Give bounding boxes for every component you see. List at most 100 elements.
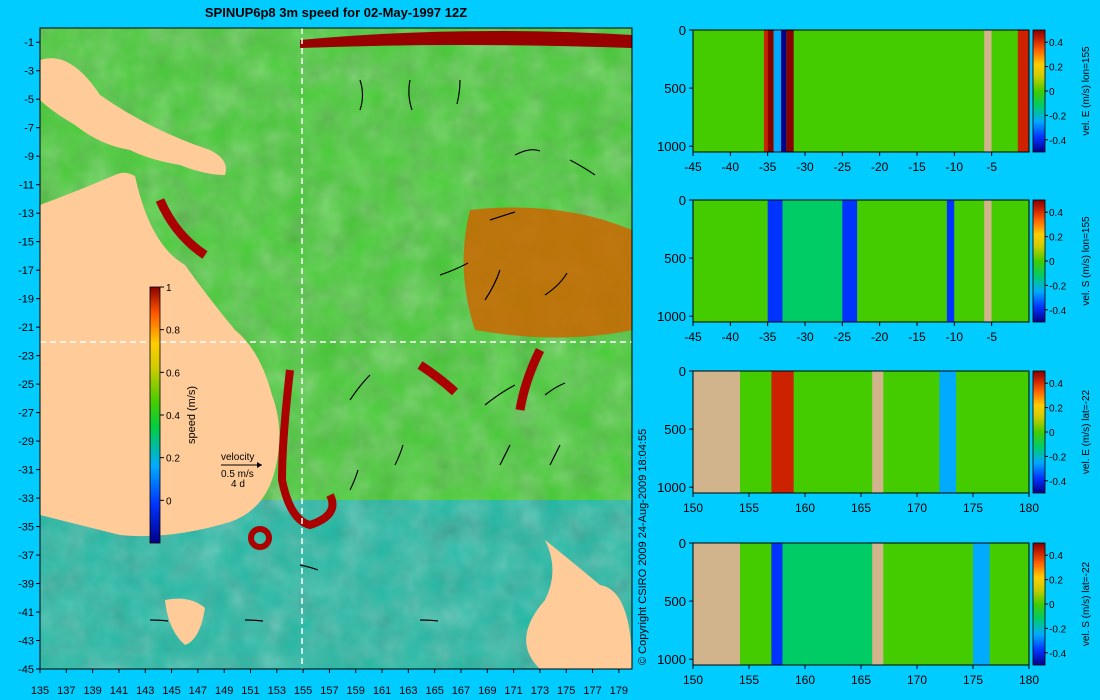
section-x-tick-label: -45 — [684, 330, 702, 344]
map-y-tick-label: -39 — [18, 579, 34, 591]
section-velocity-band — [786, 30, 794, 152]
speed-colorbar-tick-label: 0.4 — [166, 411, 180, 422]
section-x-tick-label: -20 — [871, 160, 889, 174]
section-velocity-band — [767, 200, 783, 322]
section-velocity-band — [883, 543, 973, 665]
map-y-tick-label: -1 — [24, 37, 34, 49]
coral-sea-high-speed-region — [463, 207, 632, 338]
speed-colorbar-gradient — [150, 287, 160, 543]
section-colorbar-tick-label: 0.2 — [1049, 576, 1063, 587]
section-colorbar-tick-label: 0 — [1049, 428, 1055, 439]
section-velocity-band — [991, 200, 1029, 322]
map-y-tick-label: -37 — [18, 550, 34, 562]
section-frame — [692, 199, 1030, 323]
section-x-tick-label: -15 — [908, 330, 926, 344]
section-masked-column — [984, 200, 992, 322]
section-velocity-band — [956, 371, 1029, 493]
section-velocity-band — [969, 30, 985, 152]
section-x-tick-label: -30 — [796, 330, 814, 344]
map-x-tick-label: 157 — [320, 685, 338, 697]
section-velocity-band — [771, 543, 783, 665]
section-x-tick-label: -35 — [759, 330, 777, 344]
section-velocity-band — [842, 200, 858, 322]
section-x-tick-label: 175 — [963, 673, 983, 687]
map-x-ticks: 135 137 139 141 143 145 147 149 151 153 155 157 159 1… — [31, 669, 628, 697]
section-colorbar-tick-label: -0.2 — [1049, 281, 1067, 292]
section-colorbar-label: vel. S (m/s) lon=155 — [1081, 216, 1092, 306]
speed-colorbar-tick-label: 1 — [166, 283, 172, 294]
section-y-tick-label: 0 — [679, 23, 686, 38]
map-x-tick-label: 169 — [478, 685, 496, 697]
map-x-tick-label: 145 — [162, 685, 180, 697]
section-colorbar-tick-label: 0.4 — [1049, 379, 1063, 390]
velocity-legend-speed: 0.5 m/s — [221, 469, 254, 480]
map-x-tick-label: 177 — [583, 685, 601, 697]
section-x-tick-label: 160 — [795, 501, 815, 515]
map-x-tick-label: 167 — [452, 685, 470, 697]
map-y-tick-label: -19 — [18, 294, 34, 306]
section-y-tick-label: 500 — [664, 422, 686, 437]
section-x-tick-label: -45 — [684, 160, 702, 174]
section-x-tick-label: -10 — [946, 330, 964, 344]
map-y-tick-label: -43 — [18, 636, 34, 648]
section-x-tick-label: -10 — [946, 160, 964, 174]
velocity-legend-arrowhead — [257, 462, 262, 468]
speed-colorbar-tick-label: 0 — [166, 496, 172, 507]
section-velocity-band — [773, 30, 782, 152]
velocity-legend-title: velocity — [221, 452, 254, 463]
new-zealand-land — [526, 540, 632, 669]
speed-colorbar: 0 0.2 0.4 0.6 0.8 1 speed (m/s) — [149, 283, 198, 544]
section-velocity-band — [782, 200, 843, 322]
section-colorbar-tick-label: 0 — [1049, 600, 1055, 611]
section-colorbar-tick-label: -0.2 — [1049, 624, 1067, 635]
section-x-tick-label: 155 — [739, 501, 759, 515]
section-y-tick-label: 0 — [679, 364, 686, 379]
section-x-tick-label: -5 — [986, 160, 997, 174]
map-y-tick-label: -35 — [18, 522, 34, 534]
east-australian-current — [277, 369, 337, 530]
section-velocity-band — [793, 30, 970, 152]
section-velocity-band — [793, 371, 873, 493]
speed-colorbar-label: speed (m/s) — [186, 386, 198, 444]
equatorial-jet — [300, 31, 632, 48]
section-colorbar — [1032, 29, 1046, 153]
section-velocity-band — [740, 371, 772, 493]
section-panels: -45 -40 -35 -30 -25 -20 -15 -10 -5 0 500 1000 0.4 0.2… — [657, 23, 1092, 687]
section-velocity-band — [763, 30, 768, 152]
map-x-tick-label: 155 — [294, 685, 312, 697]
section-x-tick-label: 165 — [851, 501, 871, 515]
speed-map-panel: SPINUP6p8 3m speed for 02-May-1997 12Z — [18, 5, 633, 697]
section-velocity-band — [857, 200, 947, 322]
section-y-tick-label: 500 — [664, 81, 686, 96]
map-x-tick-label: 171 — [504, 685, 522, 697]
section-velocity-band — [782, 543, 873, 665]
map-x-tick-label: 159 — [347, 685, 365, 697]
section-x-tick-label: 160 — [795, 673, 815, 687]
section-x-tick-label: 165 — [851, 673, 871, 687]
section-velocity-band — [767, 30, 774, 152]
section-x-tick-label: -15 — [908, 160, 926, 174]
section-velocity-band — [991, 30, 1018, 152]
section-colorbar-tick-label: 0.4 — [1049, 208, 1063, 219]
map-y-tick-label: -29 — [18, 436, 34, 448]
section-colorbar-tick-label: 0.4 — [1049, 38, 1063, 49]
section-colorbar-label: vel. E (m/s) lat=-22 — [1081, 389, 1092, 474]
new-guinea-land — [40, 58, 226, 175]
section-colorbar-tick-label: 0.2 — [1049, 63, 1063, 74]
section-frame — [692, 29, 1030, 153]
section-velocity-band — [973, 543, 990, 665]
map-x-tick-label: 153 — [268, 685, 286, 697]
section-colorbar-tick-label: -0.2 — [1049, 452, 1067, 463]
section-y-tick-label: 500 — [664, 594, 686, 609]
speed-colorbar-ticks: 0 0.2 0.4 0.6 0.8 1 — [160, 283, 180, 507]
section-panel-3: 150 155 160 165 170 175 180 0 500 1000 0.4 0.2 0 -0.2… — [657, 364, 1092, 515]
section-panel-4: 150 155 160 165 170 175 180 0 500 1000 0.4 0.2 0 -0.2… — [657, 536, 1092, 687]
map-y-tick-label: -15 — [18, 237, 34, 249]
section-y-tick-label: 1000 — [657, 309, 686, 324]
section-colorbar-tick-label: 0.2 — [1049, 404, 1063, 415]
section-masked-column — [693, 543, 741, 665]
section-colorbar-tick-label: 0.2 — [1049, 233, 1063, 244]
map-y-tick-label: -11 — [19, 180, 34, 192]
section-velocity-band — [740, 543, 772, 665]
